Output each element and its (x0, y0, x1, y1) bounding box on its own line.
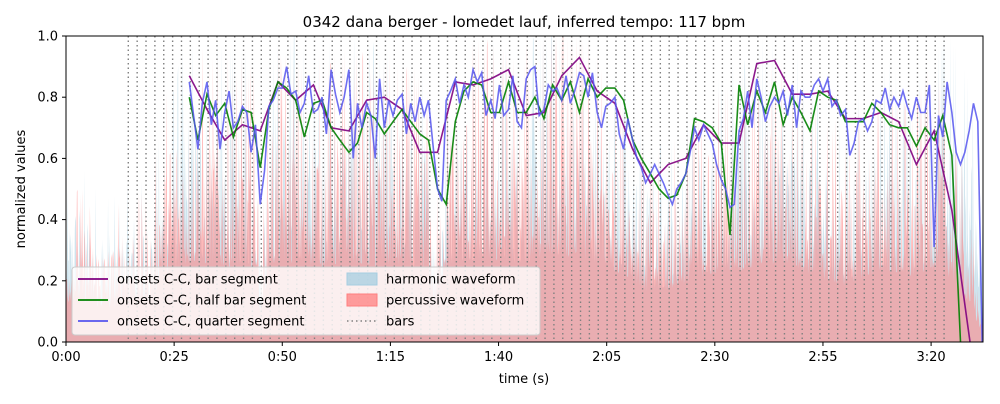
bar-lines (127, 36, 945, 342)
x-axis-label: time (s) (499, 372, 549, 387)
y-tick-label: 0.6 (37, 152, 58, 167)
x-tick-label: 1:40 (484, 350, 513, 365)
x-tick-label: 0:25 (160, 350, 189, 365)
y-tick-label: 0.4 (37, 213, 58, 228)
x-tick-label: 0:00 (51, 350, 80, 365)
x-tick-label: 2:05 (592, 350, 621, 365)
half-bar-segment-line (188, 76, 962, 342)
legend-label: onsets C-C, half bar segment (117, 294, 306, 309)
legend-label: harmonic waveform (386, 273, 516, 288)
legend-box (71, 266, 541, 336)
x-tick-label: 3:20 (916, 350, 945, 365)
legend-entry: onsets C-C, half bar segment (78, 294, 306, 309)
legend-entry: percussive waveform (346, 293, 524, 309)
legend: onsets C-C, bar segment onsets C-C, half … (71, 266, 541, 336)
x-tick-label: 2:30 (700, 350, 729, 365)
quarter-segment-line (188, 65, 983, 342)
x-tick-label: 2:55 (808, 350, 837, 365)
x-tick-label: 1:15 (376, 350, 405, 365)
legend-label: percussive waveform (386, 294, 524, 309)
x-axis-ticks: 0:00 0:25 0:50 1:15 1:40 2:05 2:30 2:55 3:20 (51, 342, 946, 365)
legend-label: onsets C-C, bar segment (117, 273, 278, 288)
legend-label: onsets C-C, quarter segment (117, 315, 304, 330)
legend-patch-swatch (346, 272, 378, 286)
legend-label: bars (386, 315, 415, 330)
legend-entry: onsets C-C, bar segment (78, 273, 278, 288)
onset-series (188, 56, 983, 342)
chart-title: 0342 dana berger - lomedet lauf, inferre… (303, 13, 746, 31)
plot-frame (65, 35, 984, 343)
y-axis-ticks: 0.0 0.2 0.4 0.6 0.8 1.0 (37, 30, 66, 351)
legend-entry: harmonic waveform (346, 272, 516, 288)
y-tick-label: 0.8 (37, 91, 58, 106)
percussive-waveform (66, 36, 983, 342)
legend-patch-swatch (346, 293, 378, 307)
y-tick-label: 0.0 (37, 336, 58, 351)
waveform-layer (66, 36, 983, 342)
y-axis-label: normalized values (14, 129, 29, 248)
legend-entry: onsets C-C, quarter segment (78, 315, 304, 330)
y-tick-label: 1.0 (37, 30, 58, 45)
legend-entry: bars (347, 315, 415, 330)
x-tick-label: 0:50 (268, 350, 297, 365)
y-tick-label: 0.2 (37, 274, 58, 289)
